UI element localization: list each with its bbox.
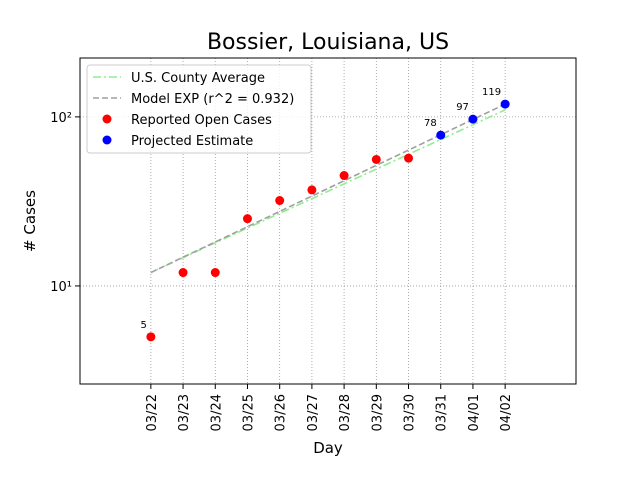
- data-point: [500, 99, 510, 109]
- x-tick-label: 03/22: [145, 394, 160, 431]
- y-tick-label: 10²: [50, 111, 72, 126]
- legend-label: Reported Open Cases: [131, 113, 272, 128]
- data-point: [339, 171, 349, 181]
- data-point: [436, 130, 446, 140]
- legend-marker: [102, 114, 112, 124]
- data-point: [404, 153, 414, 163]
- x-tick-label: 03/30: [403, 394, 418, 431]
- legend-box: [86, 64, 312, 154]
- data-point: [468, 114, 478, 124]
- x-tick-label: 03/26: [274, 394, 289, 431]
- data-point: [178, 268, 188, 278]
- data-label: 119: [482, 87, 501, 98]
- series-line: [150, 103, 506, 274]
- x-tick-label: 03/24: [209, 394, 224, 431]
- plot-frame: [79, 57, 577, 385]
- x-tick-label: 03/23: [177, 394, 192, 431]
- x-tick-label: 03/25: [241, 394, 256, 431]
- x-tick-label: 04/02: [499, 394, 514, 431]
- legend-label: Model EXP (r^2 = 0.932): [131, 92, 294, 107]
- data-point: [210, 268, 220, 278]
- x-tick-label: 03/29: [370, 394, 385, 431]
- data-label: 97: [456, 102, 469, 113]
- x-tick-label: 04/01: [467, 394, 482, 431]
- data-point: [242, 214, 252, 224]
- x-axis-label: Day: [313, 439, 343, 457]
- data-label: 5: [140, 320, 146, 331]
- y-axis-label: # Cases: [21, 190, 39, 252]
- data-label: 78: [424, 118, 437, 129]
- x-tick-label: 03/27: [306, 394, 321, 431]
- data-point: [275, 196, 285, 206]
- data-point: [371, 154, 381, 164]
- x-tick-label: 03/28: [338, 394, 353, 431]
- data-point: [307, 185, 317, 195]
- legend-label: U.S. County Average: [131, 71, 265, 86]
- data-point: [146, 332, 156, 342]
- chart-title: Bossier, Louisiana, US: [207, 30, 449, 55]
- x-tick-label: 03/31: [435, 394, 450, 431]
- legend-label: Projected Estimate: [131, 134, 253, 149]
- y-tick-label: 10¹: [50, 280, 72, 295]
- legend-marker: [102, 135, 112, 145]
